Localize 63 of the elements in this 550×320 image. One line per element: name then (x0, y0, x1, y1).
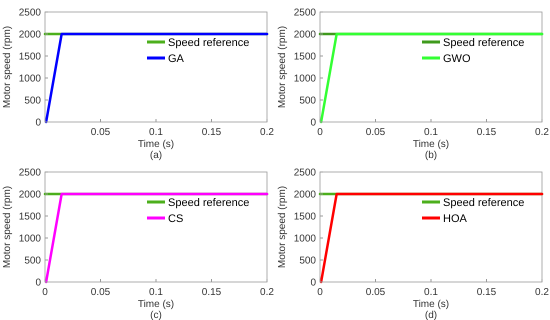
y-tick-label: 2500 (18, 8, 42, 18)
y-tick-label: 2000 (18, 190, 42, 200)
x-tick-label: 0 (317, 127, 324, 138)
x-tick-label: 0.2 (260, 127, 274, 138)
y-tick-label: 0 (310, 118, 316, 128)
y-tick-label: 2000 (294, 30, 316, 40)
legend-label: Speed reference (443, 196, 524, 209)
text: (c) (150, 310, 162, 320)
y-tick-label: 500 (299, 96, 316, 106)
x-tick-label: 0.15 (202, 127, 222, 138)
legend-label: Speed reference (168, 36, 250, 49)
x-axis-title: Time (s) (138, 299, 174, 310)
x-axis-title: Time (s) (412, 299, 450, 310)
x-tick-label: 0.1 (149, 127, 164, 138)
y-tick-label: 1000 (294, 234, 316, 244)
y-tick-label: 2000 (18, 30, 42, 40)
y-tick-label: 500 (24, 256, 42, 266)
x-tick-label: 0.2 (535, 127, 550, 138)
y-tick-label: 2500 (18, 168, 42, 178)
x-tick-label: 0.1 (149, 287, 164, 298)
legend-label: CS (168, 212, 184, 225)
y-tick-label: 500 (299, 256, 316, 266)
x-tick-label: 0.1 (424, 287, 438, 298)
legend-label: GA (168, 52, 185, 65)
y-tick-label: 2500 (294, 8, 316, 18)
x-tick-label: 0.05 (90, 127, 111, 138)
y-tick-label: 0 (310, 278, 316, 288)
y-tick-label: 1000 (18, 234, 42, 244)
y-tick-label: 1500 (18, 212, 42, 222)
x-tick-label: 0.2 (260, 287, 274, 298)
text: (a) (150, 150, 162, 161)
x-tick-label: 0.2 (535, 287, 550, 298)
y-tick-label: 1000 (18, 74, 42, 84)
y-tick-label: 2000 (294, 190, 316, 200)
legend-label: Speed reference (443, 36, 524, 49)
y-tick-label: 0 (35, 118, 42, 128)
x-axis-title: Time (s) (412, 139, 450, 150)
x-axis-title: Time (s) (138, 139, 174, 150)
x-tick-label: 0.15 (202, 287, 222, 298)
y-tick-label: 2500 (294, 168, 316, 178)
x-tick-label: 0.15 (476, 127, 497, 138)
x-tick-label: 0.15 (476, 287, 497, 298)
y-axis-title: Motor speed (rpm) (277, 186, 288, 268)
y-tick-label: 500 (24, 96, 42, 106)
x-tick-label: 0 (317, 287, 324, 298)
x-tick-label: 0.05 (366, 287, 386, 298)
y-axis-title: Motor speed (rpm) (2, 26, 13, 108)
y-axis-title: Motor speed (rpm) (2, 186, 13, 268)
legend-label: Speed reference (168, 196, 250, 209)
y-tick-label: 1000 (294, 74, 316, 84)
text: (d) (424, 310, 438, 320)
y-tick-label: 1500 (294, 52, 316, 62)
y-tick-label: 1500 (294, 212, 316, 222)
x-tick-label: 0.05 (366, 127, 386, 138)
x-tick-label: 0 (42, 287, 48, 298)
x-tick-label: 0.05 (90, 287, 111, 298)
y-tick-label: 0 (35, 278, 42, 288)
text: (b) (424, 150, 438, 161)
y-tick-label: 1500 (18, 52, 42, 62)
legend-label: GWO (443, 52, 471, 65)
x-tick-label: 0.1 (424, 127, 438, 138)
legend-label: HOA (443, 212, 468, 225)
y-axis-title: Motor speed (rpm) (277, 26, 288, 108)
